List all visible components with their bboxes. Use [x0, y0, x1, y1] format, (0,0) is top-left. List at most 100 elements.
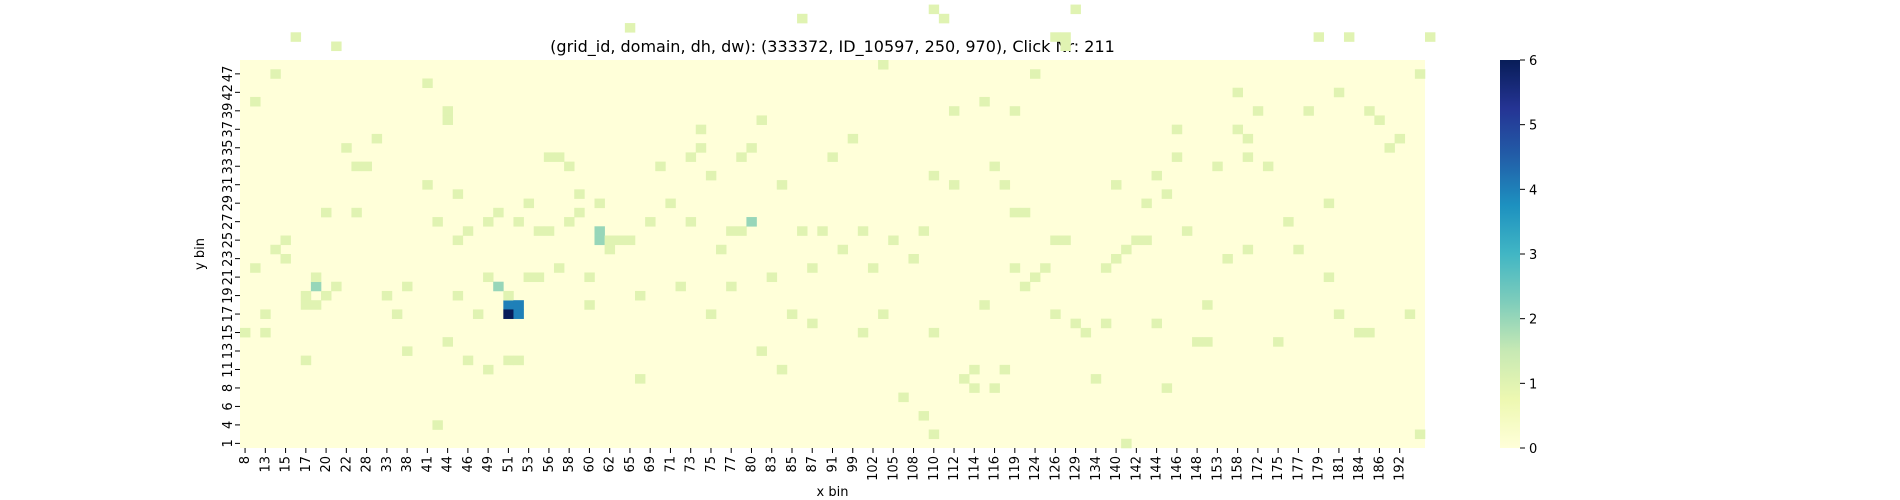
heatmap-cell [776, 364, 788, 375]
heatmap-cell [604, 235, 616, 246]
heatmap-cell [310, 281, 322, 292]
y-tick-label: 27 [221, 213, 236, 230]
heatmap-cell [452, 189, 464, 199]
x-tick-label: 71 [663, 456, 678, 473]
heatmap-cell [918, 411, 930, 421]
heatmap-cell [240, 327, 251, 338]
x-tick-label: 102 [866, 456, 881, 481]
heatmap-cell [1414, 69, 1426, 79]
heatmap-cell [878, 60, 889, 70]
y-tick-label: 39 [221, 103, 236, 120]
x-tick-label: 175 [1271, 456, 1286, 481]
heatmap-cell [422, 180, 433, 190]
heatmap-cell [1414, 429, 1426, 440]
heatmap-cell [543, 152, 555, 162]
heatmap-cell [655, 161, 666, 172]
heatmap-cell [1404, 309, 1416, 319]
x-tick-label: 146 [1170, 456, 1185, 481]
heatmap-cell [1131, 235, 1142, 246]
x-tick-label: 56 [542, 456, 557, 473]
x-tick-label: 46 [461, 456, 476, 473]
heatmap-cell [1374, 115, 1385, 125]
heatmap-cell [797, 13, 808, 24]
colorbar-tick-label: 6 [1529, 54, 1537, 69]
heatmap-cell [1050, 309, 1061, 319]
x-tick-label: 83 [765, 456, 780, 473]
heatmap-cell [685, 217, 697, 227]
x-tick-label: 158 [1231, 456, 1246, 481]
heatmap-cell [1364, 327, 1375, 338]
x-tick-label: 108 [907, 456, 922, 481]
x-axis-title: x bin [817, 485, 849, 500]
y-tick-label: 42 [221, 84, 236, 101]
heatmap-cell [624, 235, 636, 246]
heatmap-cell [1181, 226, 1193, 236]
heatmap-cell [402, 346, 413, 356]
heatmap-cell [1111, 254, 1122, 264]
x-tick-label: 77 [724, 456, 739, 473]
heatmap-cell [483, 217, 494, 227]
x-tick-label: 80 [744, 456, 759, 473]
heatmap-cell [533, 226, 545, 236]
heatmap-cell [705, 309, 717, 319]
heatmap-cell [1060, 32, 1071, 42]
heatmap-cell [1262, 161, 1274, 172]
heatmap-cell [726, 226, 737, 236]
heatmap-cell [1141, 198, 1152, 209]
heatmap-cell [1009, 106, 1021, 116]
x-tick-label: 33 [380, 456, 395, 473]
heatmap-cell [513, 309, 524, 319]
heatmap-cell [564, 217, 575, 227]
heatmap-cell [371, 133, 383, 144]
x-tick-label: 62 [603, 456, 618, 473]
heatmap-cell [948, 106, 960, 116]
x-tick-label: 129 [1069, 456, 1084, 481]
y-tick-label: 8 [221, 384, 236, 392]
heatmap-cell [1364, 106, 1375, 116]
heatmap-cell [1009, 263, 1021, 273]
y-tick-label: 4 [221, 421, 236, 429]
heatmap-cell [493, 281, 504, 292]
heatmap-cell [857, 327, 869, 338]
heatmap-cell [1100, 263, 1112, 273]
heatmap-cell [1293, 244, 1304, 255]
x-tick-label: 28 [360, 456, 375, 473]
heatmap-cell [1354, 327, 1365, 338]
colorbar-tick-label: 5 [1529, 119, 1537, 134]
x-tick-label: 41 [420, 456, 435, 473]
x-tick-label: 8 [238, 456, 253, 464]
y-tick-label: 13 [221, 343, 236, 360]
heatmap-cell [888, 235, 899, 246]
heatmap-cell [847, 133, 859, 144]
heatmap-cell [837, 244, 848, 255]
heatmap-cell [442, 106, 453, 116]
heatmap-cell [523, 272, 535, 283]
heatmap-cell [1283, 217, 1294, 227]
x-tick-label: 172 [1251, 456, 1266, 481]
heatmap-cell [1323, 198, 1335, 209]
x-tick-label: 38 [400, 456, 415, 473]
y-axis-title: y bin [193, 238, 208, 270]
heatmap-cell [746, 217, 757, 227]
heatmap-cell [1070, 318, 1081, 329]
heatmap-cell [1019, 207, 1031, 218]
heatmap-cell [574, 207, 585, 218]
y-tick-label: 23 [221, 250, 236, 267]
heatmap-cell [807, 263, 818, 273]
heatmap-cell [1343, 32, 1355, 42]
heatmap-cell [1171, 152, 1183, 162]
heatmap-cell [918, 226, 930, 236]
heatmap-cell [756, 346, 767, 356]
x-tick-label: 186 [1372, 456, 1387, 481]
x-tick-label: 144 [1150, 456, 1165, 481]
x-tick-label: 119 [1008, 456, 1023, 481]
y-tick-label: 33 [221, 158, 236, 175]
x-tick-label: 184 [1352, 456, 1367, 481]
heatmap-cell [1384, 143, 1395, 153]
heatmap-cell [1394, 133, 1406, 144]
x-tick-label: 99 [846, 456, 861, 473]
x-tick-label: 110 [927, 456, 942, 481]
heatmap-cell [300, 300, 312, 310]
